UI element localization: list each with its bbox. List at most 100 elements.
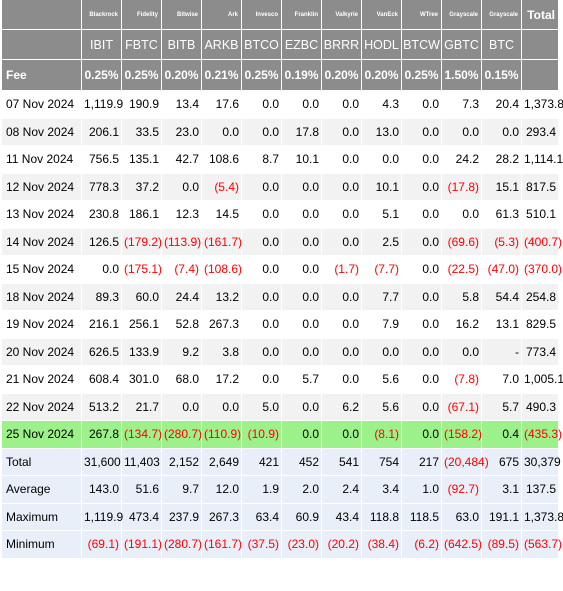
flow-value: 0.0: [242, 366, 282, 394]
flow-value: 0.0: [322, 118, 362, 146]
flow-value: 0.0: [242, 311, 282, 339]
fee-value: 0.21%: [202, 60, 242, 91]
flow-value: 13.4: [162, 91, 202, 119]
flow-value: 513.2: [82, 393, 122, 421]
ticker-symbol: HODL: [362, 30, 402, 60]
row-date: 25 Nov 2024: [2, 421, 82, 449]
summary-value: 143.0: [82, 476, 122, 504]
flow-value: 0.0: [322, 228, 362, 256]
summary-value: 1.0: [402, 476, 442, 504]
flow-value: 42.7: [162, 146, 202, 174]
flow-value: 0.0: [242, 118, 282, 146]
row-date: 22 Nov 2024: [2, 393, 82, 421]
flow-value: 8.7: [242, 146, 282, 174]
flow-value: 13.1: [482, 311, 522, 339]
row-total-value: 254.8: [522, 283, 559, 311]
flow-value: 33.5: [122, 118, 162, 146]
flow-value: -: [482, 338, 522, 366]
row-total-value: (370.0): [522, 256, 562, 284]
flow-value: 7.0: [482, 366, 522, 394]
table-row: 14 Nov 2024 126.5 (179.2) (113.9) (161.7) 0.0…: [2, 228, 562, 256]
summary-value: 1,119.9: [82, 503, 123, 531]
flow-value: 68.0: [162, 366, 202, 394]
flow-value: 0.0: [362, 146, 402, 174]
flow-value: 256.1: [122, 311, 162, 339]
flow-value: 126.5: [82, 228, 122, 256]
summary-value: 9.7: [162, 476, 202, 504]
ticker-symbol: ARKB: [202, 30, 242, 60]
row-date: 07 Nov 2024: [2, 91, 82, 119]
flow-value: (158.2): [442, 421, 482, 449]
flow-value: 0.0: [402, 366, 442, 394]
flow-value: 17.2: [202, 366, 242, 394]
issuer-name: Franklin: [282, 0, 322, 30]
row-total-value: 490.3: [522, 393, 559, 421]
flow-value: 0.0: [322, 311, 362, 339]
flow-value: (47.0): [482, 256, 522, 284]
flow-value: 0.0: [82, 256, 122, 284]
flow-value: (179.2): [122, 228, 162, 256]
flow-value: 0.0: [402, 146, 442, 174]
issuer-name: Grayscale: [442, 0, 482, 30]
summary-value: 63.0: [442, 503, 482, 531]
summary-value: (191.1): [122, 531, 162, 559]
header-empty-cell: [522, 60, 559, 91]
flow-value: 21.7: [122, 393, 162, 421]
flow-value: 0.0: [242, 283, 282, 311]
ticker-symbol: FBTC: [122, 30, 162, 60]
flow-value: 0.0: [322, 91, 362, 119]
row-date: 11 Nov 2024: [2, 146, 82, 174]
fee-label: Fee: [2, 60, 82, 91]
ticker-symbol: BTCW: [402, 30, 442, 60]
table-row: 19 Nov 2024 216.1 256.1 52.8 267.3 0.0 0.0 0.0 7…: [2, 311, 559, 339]
flow-value: 0.0: [442, 118, 482, 146]
flow-value: 10.1: [282, 146, 322, 174]
ticker-symbol: GBTC: [442, 30, 482, 60]
flow-value: 206.1: [82, 118, 122, 146]
flow-value: 0.0: [402, 311, 442, 339]
ticker-symbol: BTC: [482, 30, 522, 60]
flow-value: (7.8): [442, 366, 482, 394]
summary-value: (20.2): [322, 531, 362, 559]
flow-value: 0.0: [402, 173, 442, 201]
flow-value: 0.0: [482, 118, 522, 146]
flow-value: 626.5: [82, 338, 122, 366]
summary-value: (280.7): [162, 531, 202, 559]
summary-value: 51.6: [122, 476, 162, 504]
flow-value: (7.7): [362, 256, 402, 284]
flow-value: 20.4: [482, 91, 522, 119]
row-total-value: 293.4: [522, 118, 559, 146]
summary-row: Average 143.0 51.6 9.7 12.0 1.9 2.0 2.4 3.4 1.0 (9…: [2, 476, 559, 504]
row-date: 15 Nov 2024: [2, 256, 82, 284]
summary-value: (161.7): [202, 531, 242, 559]
row-date: 12 Nov 2024: [2, 173, 82, 201]
flow-value: 0.0: [242, 228, 282, 256]
summary-value: (6.2): [402, 531, 442, 559]
summary-value: 43.4: [322, 503, 362, 531]
flow-value: 133.9: [122, 338, 162, 366]
summary-value: 30,379: [522, 448, 561, 476]
flow-value: 54.4: [482, 283, 522, 311]
flow-value: 608.4: [82, 366, 122, 394]
fee-value: 0.25%: [82, 60, 122, 91]
flow-value: (161.7): [202, 228, 242, 256]
table-row: 08 Nov 2024 206.1 33.5 23.0 0.0 0.0 17.8 0.0 13.…: [2, 118, 559, 146]
summary-label: Total: [2, 448, 82, 476]
flow-value: 10.1: [362, 173, 402, 201]
summary-value: 267.3: [202, 503, 242, 531]
flow-value: 0.0: [282, 338, 322, 366]
summary-value: 118.5: [402, 503, 442, 531]
flow-value: 0.0: [282, 201, 322, 229]
flow-value: 3.8: [202, 338, 242, 366]
summary-value: 191.1: [482, 503, 522, 531]
flow-value: 0.0: [282, 421, 322, 449]
flow-value: (5.3): [482, 228, 522, 256]
fee-value: 0.19%: [282, 60, 322, 91]
flow-value: 17.6: [202, 91, 242, 119]
summary-value: (20,484): [442, 448, 489, 476]
issuer-name: WTree: [402, 0, 442, 30]
flow-value: 4.3: [362, 91, 402, 119]
flow-value: 5.0: [242, 393, 282, 421]
flow-value: 0.0: [322, 283, 362, 311]
row-total-value: 1,373.8: [522, 91, 563, 119]
